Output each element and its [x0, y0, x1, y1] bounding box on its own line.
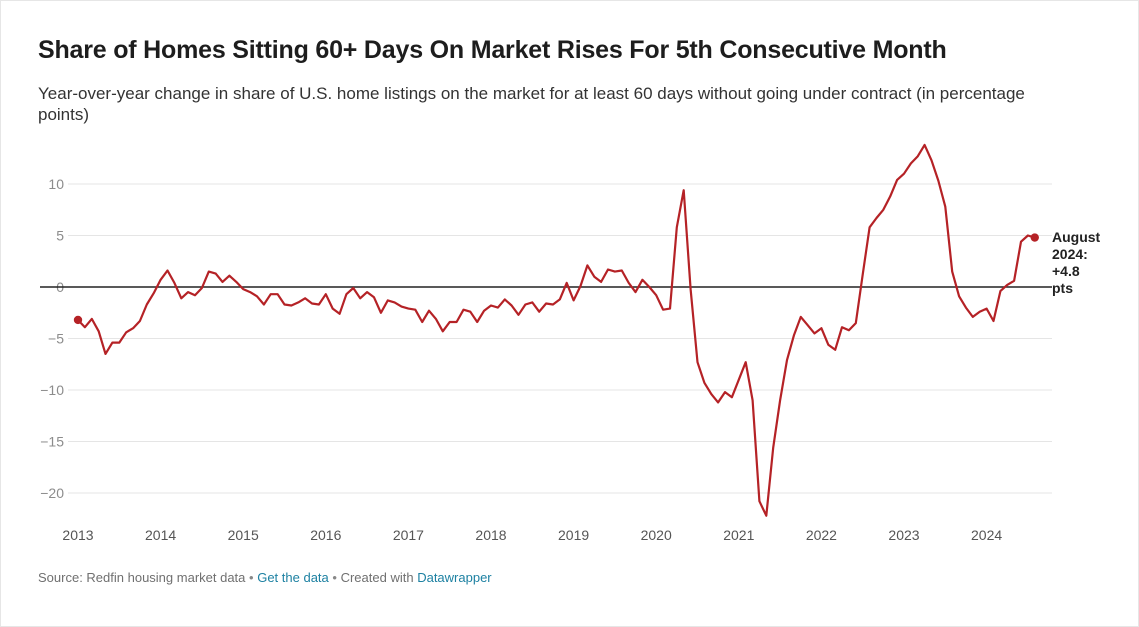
x-axis-labels: 2013 2014 2015 2016 2017 2018 2019 2020 2021 2022…: [62, 527, 1002, 543]
footer: Source: Redfin housing market data • Get…: [38, 570, 492, 585]
start-point: [73, 315, 83, 325]
source-text: Source: Redfin housing market data: [38, 570, 246, 585]
annotation-line: August: [1052, 229, 1101, 245]
x-tick-label: 2022: [806, 527, 837, 543]
series-group: [73, 143, 1039, 517]
footer-separator: •: [249, 570, 254, 585]
y-tick-label: −20: [40, 485, 64, 501]
y-tick-label: 5: [56, 228, 64, 244]
series-line: [77, 143, 1036, 517]
annotation-line: 2024:: [1052, 246, 1088, 262]
x-tick-label: 2024: [971, 527, 1002, 543]
x-tick-label: 2019: [558, 527, 589, 543]
y-tick-label: −15: [40, 434, 64, 450]
annotation-line: pts: [1052, 280, 1073, 296]
x-tick-label: 2020: [641, 527, 672, 543]
created-with-text: Created with: [340, 570, 414, 585]
annotation-group: August 2024: +4.8 pts: [1052, 229, 1101, 296]
x-tick-label: 2017: [393, 527, 424, 543]
x-tick-label: 2016: [310, 527, 341, 543]
datawrapper-link[interactable]: Datawrapper: [417, 570, 492, 585]
x-tick-label: 2018: [475, 527, 506, 543]
end-point: [1030, 233, 1039, 242]
x-tick-label: 2014: [145, 527, 176, 543]
x-tick-label: 2023: [888, 527, 919, 543]
x-tick-label: 2013: [62, 527, 93, 543]
get-data-link[interactable]: Get the data: [257, 570, 329, 585]
footer-separator: •: [332, 570, 337, 585]
grid-lines: [68, 183, 1052, 494]
chart-subtitle: Year-over-year change in share of U.S. h…: [38, 84, 1025, 124]
y-tick-label: −10: [40, 382, 64, 398]
x-tick-label: 2015: [228, 527, 259, 543]
chart-title: Share of Homes Sitting 60+ Days On Marke…: [38, 36, 947, 64]
annotation-line: +4.8: [1052, 263, 1080, 279]
y-tick-label: 10: [48, 176, 64, 192]
end-annotation: August 2024: +4.8 pts: [1052, 229, 1101, 296]
y-tick-label: −5: [48, 331, 64, 347]
x-tick-label: 2021: [723, 527, 754, 543]
